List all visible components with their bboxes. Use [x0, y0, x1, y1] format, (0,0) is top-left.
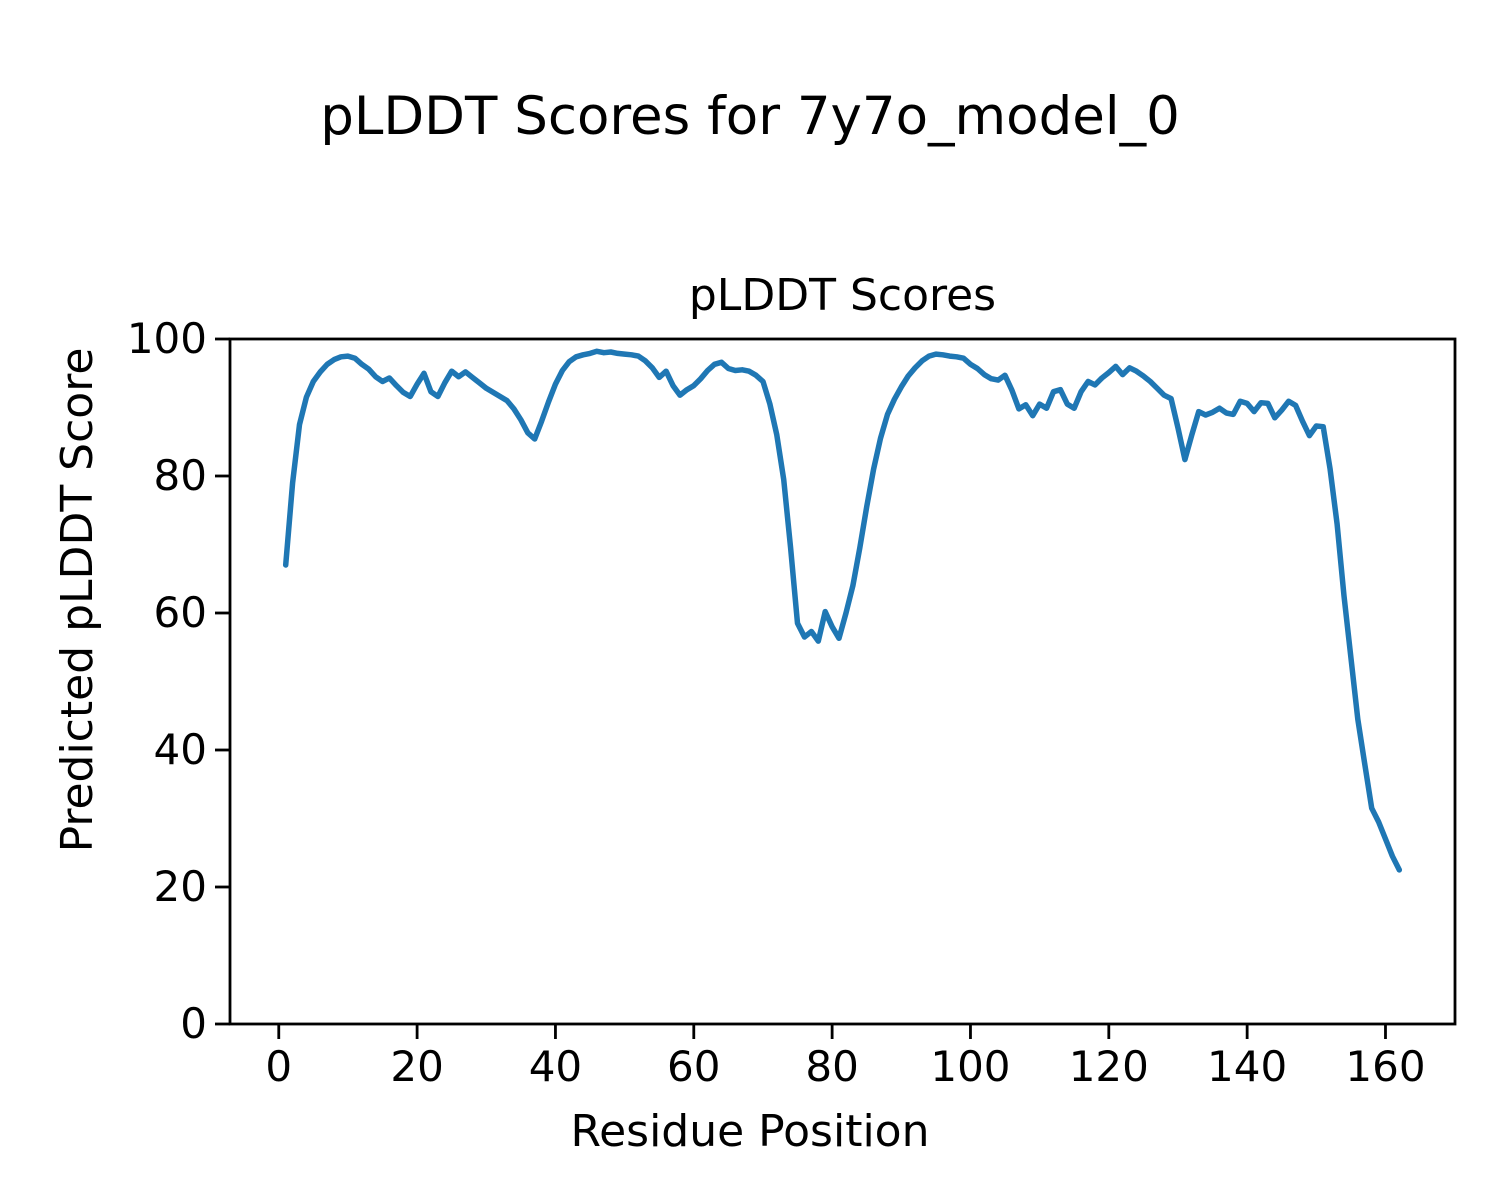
y-tick-label: 80: [153, 451, 207, 500]
y-tick-label: 40: [153, 725, 207, 774]
figure-suptitle: pLDDT Scores for 7y7o_model_0: [320, 86, 1180, 147]
axes-title: pLDDT Scores: [688, 270, 997, 321]
x-axis-label: Residue Position: [570, 1106, 930, 1157]
y-tick-label: 0: [180, 999, 207, 1048]
plddt-line: [282, 348, 1403, 873]
axes-spines: [228, 337, 1457, 1026]
x-tick-label: 140: [1207, 1042, 1288, 1091]
x-tick-label: 40: [528, 1042, 583, 1091]
y-tick-label: 60: [153, 588, 207, 637]
x-tick-label: 100: [930, 1042, 1011, 1091]
y-tick-label: 20: [153, 862, 207, 911]
x-tick-label: 80: [805, 1042, 859, 1091]
x-tick-label: 60: [667, 1042, 721, 1091]
y-tick-label: 100: [126, 314, 207, 363]
x-tick-label: 0: [265, 1042, 293, 1091]
x-tick-label: 20: [390, 1042, 444, 1091]
x-tick-label: 160: [1345, 1042, 1426, 1091]
x-tick-label: 120: [1068, 1042, 1149, 1091]
